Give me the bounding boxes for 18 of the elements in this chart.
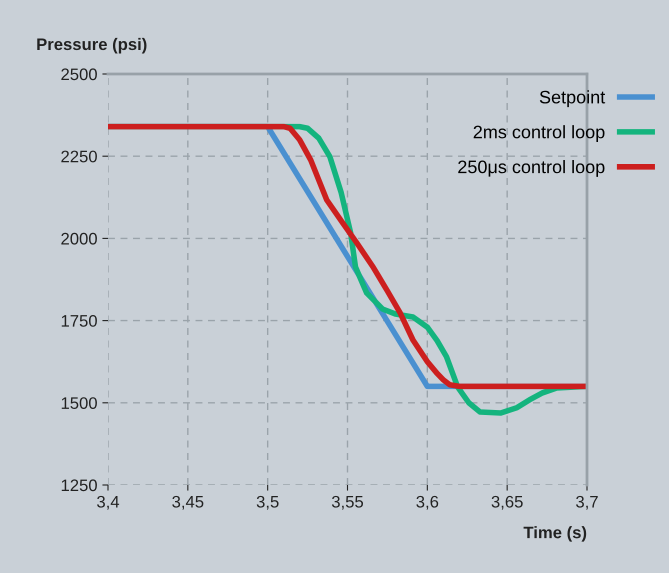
x-tick-label: 3,65 [492,496,523,510]
y-tick-label: 1250 [62,479,97,492]
y-tick-label: 2000 [61,232,97,245]
x-axis-title: Time (s) [524,526,586,542]
x-tick-label: 3,55 [332,496,364,510]
x-tick-label: 3,6 [416,496,438,510]
y-tick-label: 2250 [61,150,97,162]
legend-label: 2ms control loop [474,125,604,142]
y-tick-label: 1500 [62,397,97,410]
x-tick-label: 3,5 [256,496,279,510]
x-tick-label: 3,7 [576,496,598,510]
y-axis-title: Pressure (psi) [37,38,146,54]
x-tick-label: 3,4 [97,496,120,510]
legend-label: Setpoint [540,90,606,108]
y-tick-label: 2500 [61,68,97,80]
legend-label: 250μs control loop [458,160,604,177]
x-tick-label: 3,45 [172,496,204,510]
y-tick-label: 1750 [62,315,97,327]
